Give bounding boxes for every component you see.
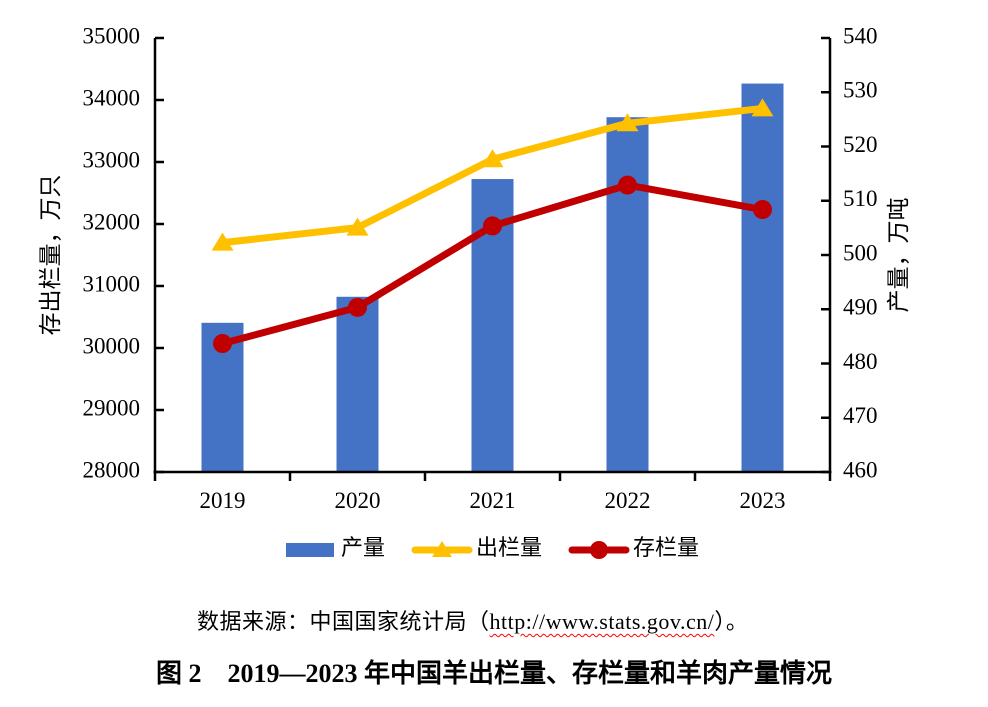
marker-存栏量-2020	[348, 297, 367, 317]
right-tick-label: 510	[843, 186, 878, 211]
x-category-label: 2022	[605, 488, 651, 513]
left-tick-label: 33000	[83, 147, 141, 172]
legend-item-存栏量: 存栏量	[568, 535, 699, 560]
legend-item-产量: 产量	[286, 535, 385, 560]
marker-存栏量-2022	[618, 175, 637, 195]
legend-swatch-产量	[286, 543, 334, 557]
legend-marker-出栏量	[432, 541, 452, 557]
legend-label-出栏量: 出栏量	[476, 535, 542, 560]
combo-chart: 28000 29000 30000 31000 32000 33000 34000 35000…	[38, 23, 911, 560]
figure-title: 2019—2023 年中国羊出栏量、存栏量和羊肉产量情况	[227, 659, 833, 688]
legend-marker-存栏量	[590, 541, 608, 559]
right-tick-label: 520	[843, 132, 878, 157]
x-category-label: 2019	[200, 488, 246, 513]
right-axis-title: 产量，万吨	[886, 198, 911, 313]
right-tick-label: 540	[843, 23, 878, 48]
x-category-label: 2021	[470, 488, 516, 513]
source-url[interactable]: http://www.stats.gov.cn/	[489, 609, 715, 634]
marker-出栏量-2021	[481, 149, 504, 168]
marker-存栏量-2021	[483, 216, 502, 236]
right-tick-label: 500	[843, 240, 878, 265]
data-source-note: 数据来源：中国国家统计局（http://www.stats.gov.cn/）。	[197, 604, 748, 636]
left-tick-label: 31000	[83, 271, 141, 296]
marker-出栏量-2023	[751, 98, 774, 117]
source-note-prefix: 数据来源：中国国家统计局（	[197, 609, 490, 634]
x-category-label: 2023	[740, 488, 786, 513]
right-tick-label: 480	[843, 349, 878, 374]
marker-出栏量-2020	[346, 217, 369, 236]
left-tick-label: 35000	[83, 23, 141, 48]
legend: 产量 出栏量 存栏量	[286, 535, 699, 560]
marker-存栏量-2023	[753, 200, 772, 220]
marker-出栏量-2019	[211, 232, 234, 251]
bar-产量-2023	[741, 83, 784, 472]
legend-label-产量: 产量	[341, 535, 385, 560]
figure-number: 图 2	[155, 659, 202, 688]
bar-产量-2020	[336, 296, 379, 472]
source-note-suffix: ）。	[714, 609, 749, 634]
legend-item-出栏量: 出栏量	[411, 535, 542, 560]
right-tick-label: 530	[843, 78, 878, 103]
left-tick-label: 28000	[83, 457, 141, 482]
right-tick-label: 470	[843, 403, 878, 428]
right-tick-label: 460	[843, 457, 878, 482]
bar-产量-2022	[606, 117, 649, 472]
left-axis-title: 存出栏量，万只	[38, 175, 63, 336]
left-tick-label: 34000	[83, 85, 141, 110]
legend-label-存栏量: 存栏量	[633, 535, 699, 560]
left-tick-label: 30000	[83, 333, 141, 358]
marker-出栏量-2022	[616, 113, 639, 132]
figure-caption: 图 2 2019—2023 年中国羊出栏量、存栏量和羊肉产量情况	[0, 653, 988, 690]
marker-存栏量-2019	[213, 334, 232, 354]
right-tick-label: 490	[843, 295, 878, 320]
left-tick-label: 29000	[83, 395, 141, 420]
left-tick-label: 32000	[83, 209, 141, 234]
x-category-label: 2020	[335, 488, 381, 513]
